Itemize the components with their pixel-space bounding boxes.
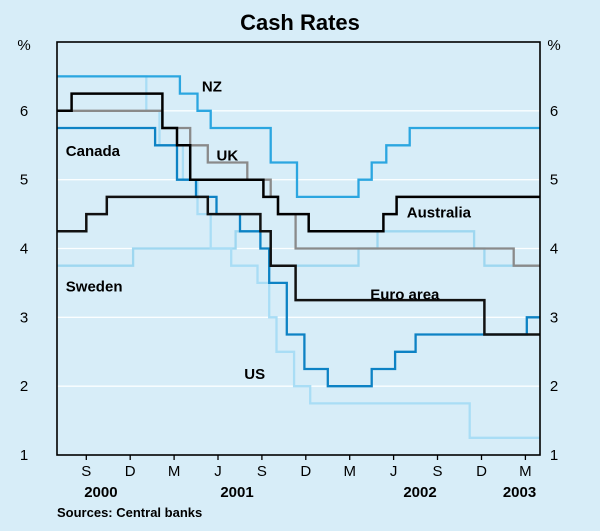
series-label-sweden: Sweden <box>66 278 123 295</box>
x-tick-label: J <box>214 463 222 480</box>
series-label-uk: UK <box>217 148 239 165</box>
x-tick-label: D <box>300 463 311 480</box>
x-tick-label: S <box>81 463 91 480</box>
x-year-label: 2001 <box>220 484 253 501</box>
y-tick-label-left: 3 <box>20 309 28 326</box>
series-line-nz <box>57 75 540 199</box>
y-tick-label-left: 2 <box>20 378 28 395</box>
y-tick-label-right: 1 <box>550 447 558 464</box>
y-axis-unit-right: % <box>547 37 560 54</box>
y-tick-label-left: 4 <box>20 241 28 258</box>
y-axis-unit-left: % <box>17 37 30 54</box>
chart-title: Cash Rates <box>240 10 360 35</box>
x-tick-label: S <box>432 463 442 480</box>
x-tick-label: M <box>168 463 181 480</box>
y-tick-label-right: 6 <box>550 103 558 120</box>
y-tick-label-right: 2 <box>550 378 558 395</box>
series-line-euro-area <box>57 195 540 336</box>
series-line-canada <box>57 126 540 388</box>
x-tick-label: S <box>257 463 267 480</box>
series-label-nz: NZ <box>202 79 222 96</box>
series-line-australia <box>57 92 540 233</box>
x-tick-label: J <box>390 463 398 480</box>
x-tick-label: M <box>343 463 356 480</box>
series-label-canada: Canada <box>66 143 121 160</box>
y-tick-label-right: 3 <box>550 309 558 326</box>
y-tick-label-right: 4 <box>550 241 558 258</box>
source-label: Sources: Central banks <box>57 505 202 520</box>
x-year-label: 2000 <box>84 484 117 501</box>
x-tick-label: M <box>519 463 532 480</box>
series-label-euro-area: Euro area <box>370 287 440 304</box>
series-line-uk <box>57 109 540 267</box>
x-year-label: 2002 <box>403 484 436 501</box>
x-year-label: 2003 <box>503 484 536 501</box>
series-line-us <box>57 75 540 439</box>
plot-frame <box>56 41 541 456</box>
x-tick-label: D <box>476 463 487 480</box>
series-label-australia: Australia <box>407 205 472 222</box>
y-tick-label-left: 5 <box>20 172 28 189</box>
y-tick-label-right: 5 <box>550 172 558 189</box>
y-tick-label-left: 1 <box>20 447 28 464</box>
y-tick-label-left: 6 <box>20 103 28 120</box>
series-label-us: US <box>244 366 265 383</box>
x-tick-label: D <box>125 463 136 480</box>
